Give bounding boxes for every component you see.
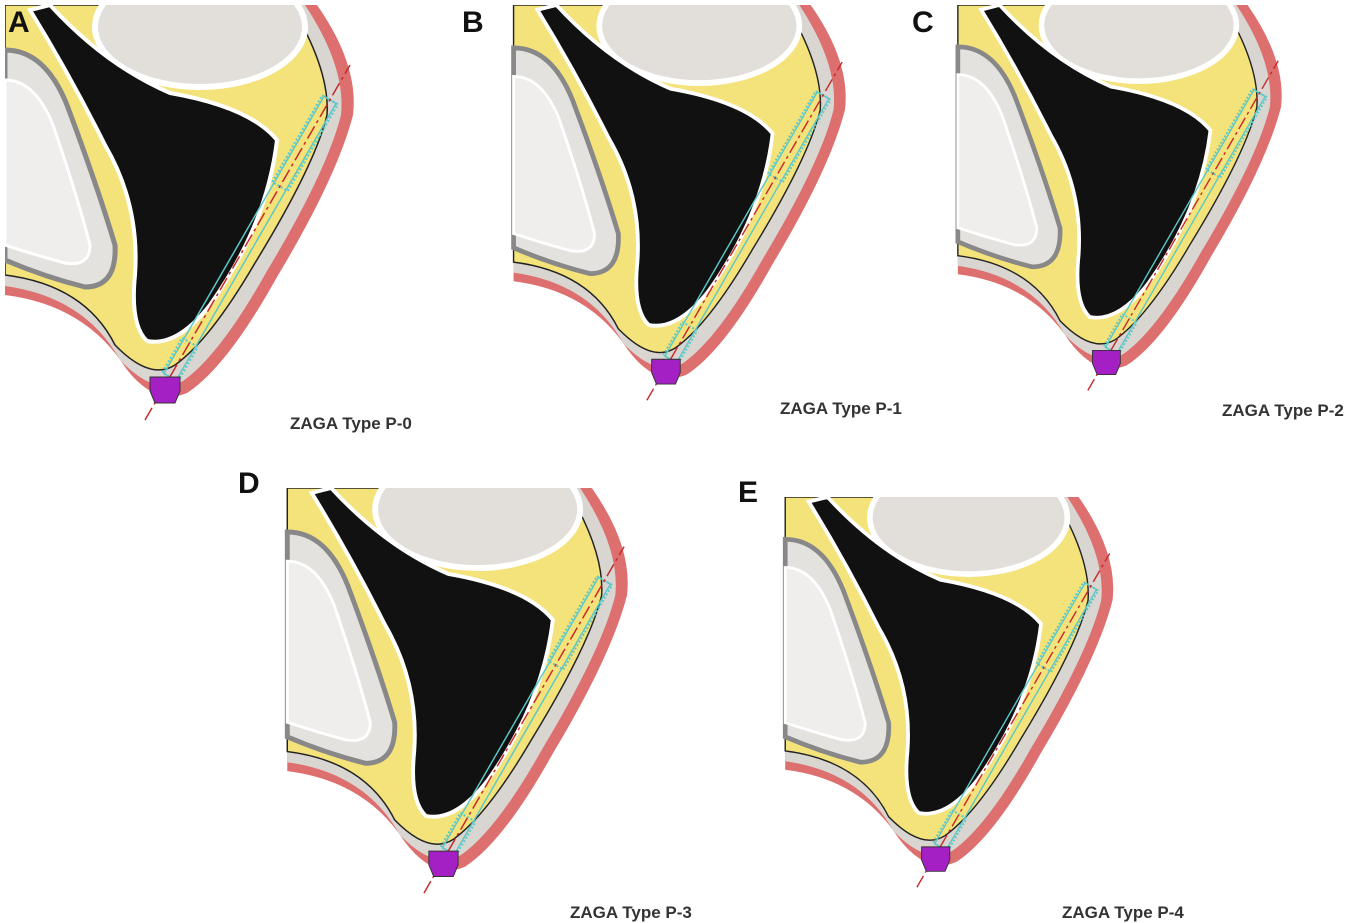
panel-caption: ZAGA Type P-1 bbox=[780, 399, 902, 418]
panel-letter: C bbox=[912, 6, 934, 39]
panel-caption: ZAGA Type P-2 bbox=[1222, 401, 1344, 420]
panel-letter: B bbox=[462, 6, 484, 39]
panel-illustration bbox=[505, 5, 865, 405]
panel-caption: ZAGA Type P-3 bbox=[570, 903, 692, 922]
panel-illustration bbox=[5, 5, 365, 425]
panel-illustration bbox=[283, 488, 643, 898]
panel-letter: A bbox=[8, 6, 30, 39]
panel-illustration bbox=[777, 497, 1132, 892]
panel-caption: ZAGA Type P-4 bbox=[1062, 903, 1184, 922]
panel-letter: E bbox=[738, 476, 759, 509]
panel-letter: D bbox=[238, 467, 260, 500]
panel-caption: ZAGA Type P-0 bbox=[290, 414, 412, 433]
panel-illustration bbox=[945, 5, 1305, 395]
